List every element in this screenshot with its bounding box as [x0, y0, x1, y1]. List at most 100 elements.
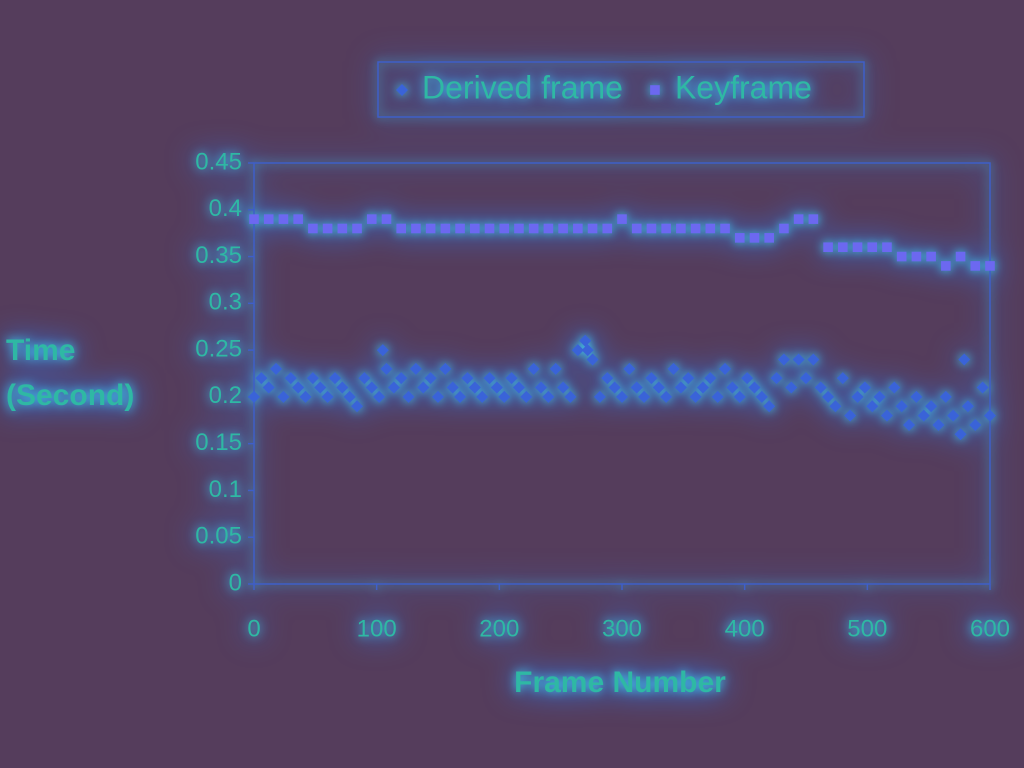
data-point	[910, 390, 923, 403]
data-point	[822, 390, 835, 403]
data-point	[630, 381, 643, 394]
data-point	[278, 214, 289, 224]
data-point	[455, 223, 465, 234]
data-point	[432, 390, 444, 403]
data-point	[292, 381, 305, 394]
data-point	[573, 223, 583, 234]
data-point	[882, 242, 892, 252]
data-point	[939, 390, 952, 403]
data-point	[439, 362, 452, 375]
y-tick-label: 0.45	[195, 148, 242, 175]
data-point	[520, 390, 533, 403]
data-point	[468, 381, 481, 394]
data-point	[617, 214, 627, 224]
data-point	[557, 381, 570, 394]
data-point	[322, 223, 333, 234]
data-point	[696, 381, 709, 394]
data-point	[602, 223, 613, 234]
data-point	[623, 362, 636, 375]
data-point	[631, 223, 642, 234]
y-tick-label: 0.1	[209, 476, 242, 503]
data-point	[454, 390, 467, 403]
data-point	[705, 223, 716, 234]
data-point	[814, 381, 827, 394]
data-point	[704, 372, 717, 385]
data-point	[564, 390, 577, 403]
data-point	[470, 223, 480, 234]
data-point	[733, 390, 746, 403]
data-point	[336, 381, 349, 394]
data-point	[823, 242, 833, 252]
data-point	[601, 372, 614, 385]
x-tick-label: 0	[247, 615, 260, 642]
legend-box	[377, 61, 865, 118]
data-point	[734, 233, 745, 243]
data-point	[726, 381, 739, 394]
y-tick-label: 0.25	[195, 335, 242, 362]
data-point	[571, 344, 584, 357]
data-point	[779, 223, 789, 234]
x-tick-label: 600	[970, 615, 1010, 642]
data-point	[836, 372, 849, 385]
x-tick-label: 500	[847, 615, 887, 642]
data-point	[581, 344, 594, 357]
data-point	[270, 362, 283, 375]
data-point	[755, 390, 768, 403]
data-point	[558, 223, 568, 234]
data-point	[373, 390, 386, 403]
data-point	[748, 381, 761, 394]
data-point	[763, 400, 776, 413]
data-point	[409, 362, 422, 375]
data-point	[387, 381, 400, 394]
data-point	[417, 381, 430, 394]
data-point	[764, 233, 774, 243]
y-tick-label: 0.2	[209, 382, 242, 409]
data-point	[807, 353, 820, 366]
data-point	[793, 214, 804, 224]
data-point	[873, 390, 886, 403]
data-point	[396, 223, 406, 234]
data-point	[674, 381, 687, 394]
x-tick-label: 400	[725, 615, 765, 642]
data-point	[792, 353, 805, 366]
data-point	[689, 390, 702, 403]
y-axis-label: (Second)	[6, 379, 134, 412]
data-point	[514, 223, 524, 234]
data-point	[741, 372, 754, 385]
data-point	[527, 362, 540, 375]
data-point	[829, 400, 842, 413]
data-point	[961, 400, 974, 413]
data-point	[888, 381, 901, 394]
data-point	[328, 372, 341, 385]
data-point	[652, 381, 665, 394]
data-point	[461, 372, 474, 385]
y-tick-label: 0.4	[209, 195, 242, 222]
data-point	[593, 390, 606, 403]
data-point	[903, 418, 916, 431]
data-point	[402, 390, 415, 403]
data-point	[976, 381, 989, 394]
data-point	[682, 372, 695, 385]
data-point	[351, 400, 364, 413]
data-point	[535, 381, 548, 394]
data-point	[911, 251, 922, 262]
data-point	[255, 372, 268, 385]
data-point	[917, 409, 930, 422]
data-point	[661, 223, 671, 234]
data-point	[955, 251, 966, 262]
data-point	[969, 418, 982, 431]
data-point	[440, 223, 451, 234]
data-point	[844, 409, 857, 422]
data-point	[249, 214, 259, 224]
data-point	[549, 362, 562, 375]
data-point	[638, 390, 651, 403]
data-point	[749, 233, 760, 243]
data-point	[985, 261, 995, 271]
data-point	[808, 214, 819, 224]
data-point	[970, 261, 981, 271]
data-point	[284, 372, 297, 385]
data-point	[248, 390, 260, 403]
data-point	[896, 251, 907, 262]
data-point	[543, 223, 554, 234]
data-point	[711, 390, 724, 403]
